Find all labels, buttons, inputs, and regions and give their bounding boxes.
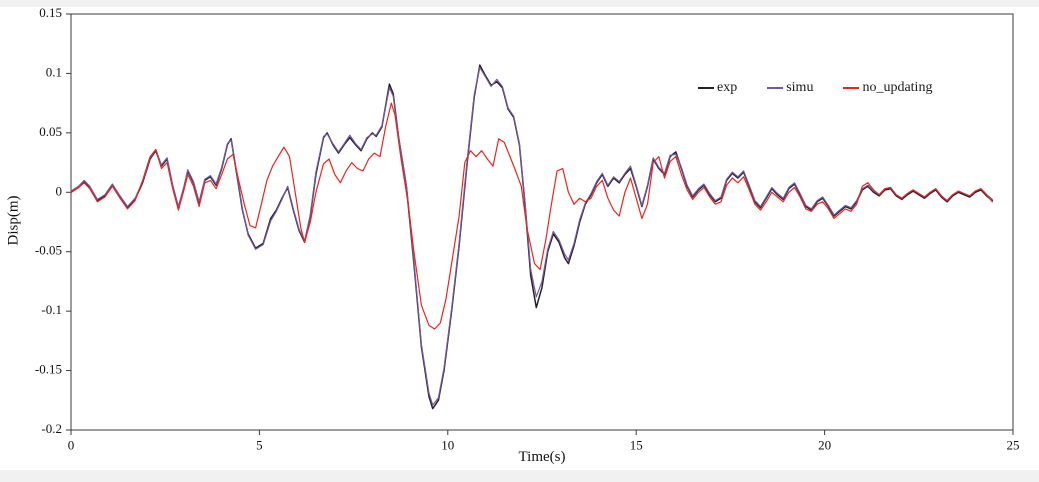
- legend-swatch-no-updating: [843, 87, 860, 89]
- y-tick-label: -0.05: [35, 243, 62, 258]
- y-tick-label: 0.05: [39, 124, 62, 139]
- plot-frame: [70, 13, 1014, 431]
- legend-item-simu: simu: [767, 80, 813, 96]
- x-tick-label: 25: [1007, 438, 1020, 453]
- x-axis-label: Time(s): [518, 449, 566, 465]
- y-axis-label: Disp(m): [5, 195, 22, 246]
- legend-label-exp: exp: [717, 80, 738, 95]
- y-tick-label: -0.15: [35, 362, 62, 377]
- x-tick-label: 10: [441, 438, 454, 453]
- legend-item-no-updating: no_updating: [843, 80, 932, 96]
- series-exp-line: [70, 64, 994, 410]
- y-tick-label: 0.1: [46, 64, 62, 79]
- x-tick-label: 15: [630, 438, 643, 453]
- legend-swatch-simu: [767, 87, 784, 89]
- y-tick-label: 0: [56, 183, 63, 198]
- series-simu-line: [70, 66, 993, 406]
- series-no_updating-line: [70, 102, 993, 330]
- y-tick-label: 0.15: [39, 5, 62, 20]
- y-tick-label: -0.2: [41, 421, 62, 436]
- y-tick-label: -0.1: [41, 302, 62, 317]
- x-tick-label: 0: [68, 438, 75, 453]
- x-tick-label: 5: [256, 438, 263, 453]
- top-band: [0, 0, 1039, 7]
- legend: exp simu no_updating: [698, 80, 932, 96]
- legend-label-simu: simu: [786, 80, 814, 95]
- legend-label-no-updating: no_updating: [862, 80, 933, 95]
- legend-item-exp: exp: [698, 80, 737, 96]
- x-tick-label: 20: [818, 438, 831, 453]
- bottom-band: [0, 470, 1039, 482]
- legend-swatch-exp: [698, 87, 714, 89]
